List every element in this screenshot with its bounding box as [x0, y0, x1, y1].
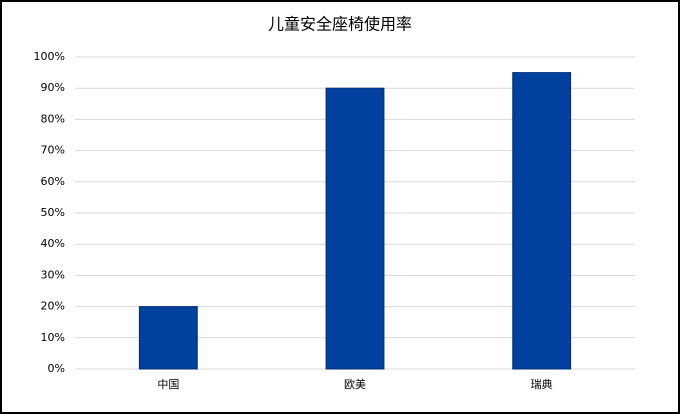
- x-tick-label: 瑞典: [531, 377, 553, 391]
- y-tick-label: 30%: [41, 268, 65, 281]
- y-tick-label: 60%: [41, 175, 65, 188]
- y-tick-label: 20%: [41, 300, 65, 313]
- y-tick-label: 0%: [48, 362, 65, 375]
- chart-title: 儿童安全座椅使用率: [268, 15, 412, 34]
- y-tick-label: 100%: [34, 50, 65, 63]
- y-tick-label: 70%: [41, 144, 65, 157]
- x-tick-label: 欧美: [344, 378, 366, 391]
- bar: [512, 72, 572, 370]
- x-tick-label: 中国: [157, 378, 179, 391]
- y-tick-label: 10%: [41, 331, 65, 344]
- y-tick-label: 80%: [41, 112, 65, 125]
- y-tick-label: 40%: [41, 237, 65, 250]
- bar: [325, 87, 385, 370]
- bar: [138, 306, 198, 370]
- y-tick-label: 50%: [41, 206, 65, 219]
- y-tick-label: 90%: [41, 81, 65, 94]
